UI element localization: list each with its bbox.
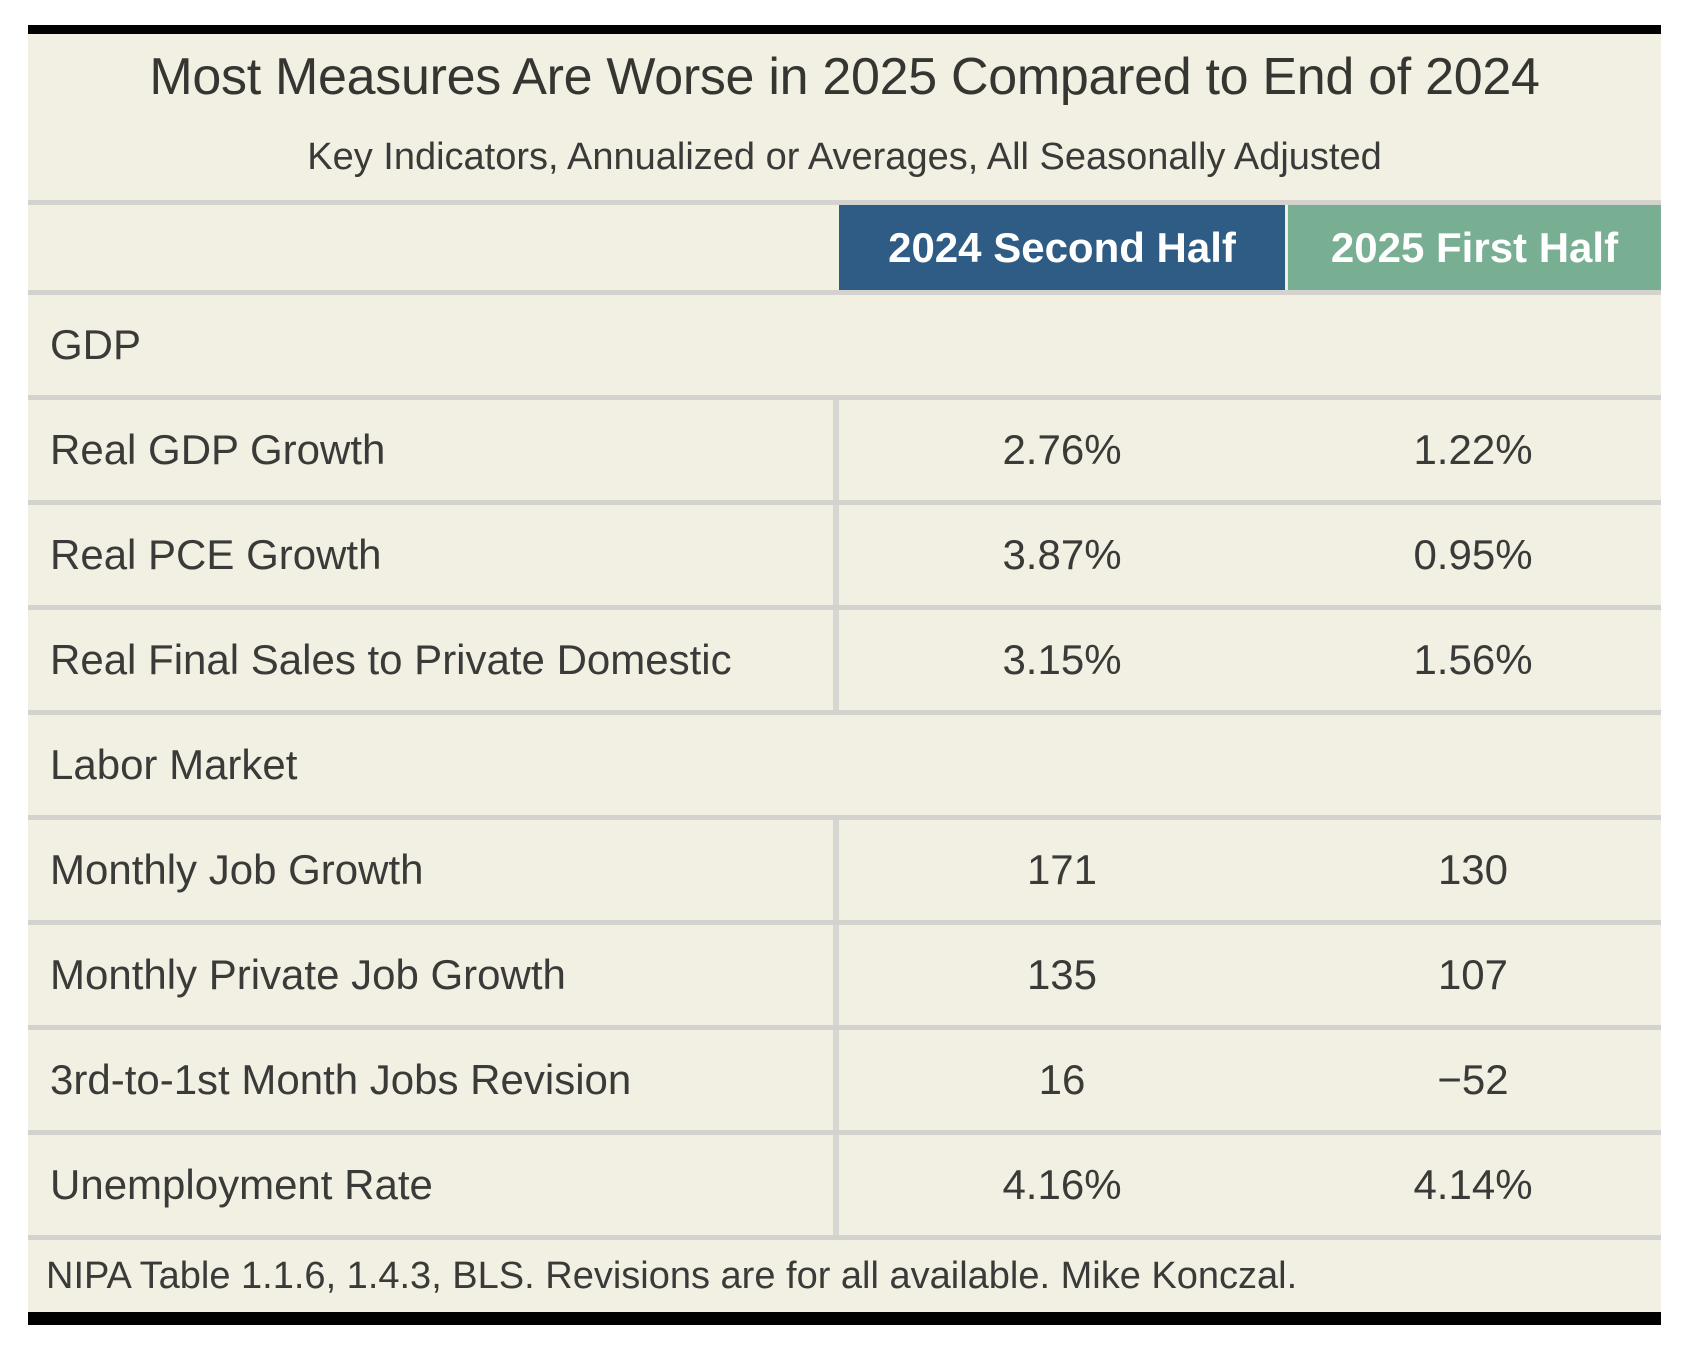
top-rule: [28, 25, 1661, 34]
value-2025-first-half: 130: [1437, 846, 1509, 893]
column-header-2024-second-half: 2024 Second Half: [839, 205, 1285, 290]
table-row: Real GDP Growth 2.76% 1.22%: [28, 400, 1661, 505]
column-divider: [833, 610, 839, 710]
section-header-row: GDP: [28, 295, 1661, 400]
column-divider: [833, 505, 839, 605]
bottom-rule: [28, 1312, 1661, 1325]
row-label: 3rd-to-1st Month Jobs Revision: [50, 1056, 632, 1103]
column-divider: [833, 820, 839, 920]
value-2024-second-half: 2.76%: [1002, 426, 1122, 473]
title-block: Most Measures Are Worse in 2025 Compared…: [28, 34, 1661, 200]
table-row: 3rd-to-1st Month Jobs Revision 16 −52: [28, 1030, 1661, 1135]
value-2025-first-half: 0.95%: [1413, 531, 1533, 578]
column-header-stub: [28, 205, 833, 290]
section-label: Labor Market: [50, 741, 298, 788]
column-divider: [833, 1135, 839, 1235]
table-row: Unemployment Rate 4.16% 4.14%: [28, 1135, 1661, 1240]
value-2025-first-half: 1.56%: [1413, 636, 1533, 683]
value-2024-second-half: 3.15%: [1002, 636, 1122, 683]
column-divider: [833, 1030, 839, 1130]
table-figure: Most Measures Are Worse in 2025 Compared…: [28, 25, 1661, 1325]
column-divider: [833, 925, 839, 1025]
column-divider: [833, 400, 839, 500]
row-label: Real GDP Growth: [50, 426, 386, 473]
chart-subtitle: Key Indicators, Annualized or Averages, …: [307, 136, 1382, 178]
value-2024-second-half: 16: [1038, 1056, 1086, 1103]
value-2025-first-half: −52: [1437, 1056, 1509, 1103]
table-card: Most Measures Are Worse in 2025 Compared…: [28, 34, 1661, 1312]
value-2024-second-half: 135: [1026, 951, 1098, 998]
row-label: Real Final Sales to Private Domestic: [50, 636, 732, 683]
row-label: Unemployment Rate: [50, 1161, 433, 1208]
row-label: Monthly Job Growth: [50, 846, 424, 893]
row-label: Real PCE Growth: [50, 531, 382, 578]
value-2025-first-half: 4.14%: [1413, 1161, 1533, 1208]
value-2025-first-half: 1.22%: [1413, 426, 1533, 473]
chart-title: Most Measures Are Worse in 2025 Compared…: [149, 48, 1540, 106]
column-header-row: 2024 Second Half 2025 First Half: [28, 200, 1661, 290]
source-note: NIPA Table 1.1.6, 1.4.3, BLS. Revisions …: [46, 1255, 1298, 1297]
section-label: GDP: [50, 321, 142, 368]
section-header-row: Labor Market: [28, 715, 1661, 820]
row-label: Monthly Private Job Growth: [50, 951, 566, 998]
column-header-2025-first-half: 2025 First Half: [1288, 205, 1661, 290]
value-2024-second-half: 4.16%: [1002, 1161, 1122, 1208]
table-row: Monthly Job Growth 171 130: [28, 820, 1661, 925]
table-row: Monthly Private Job Growth 135 107: [28, 925, 1661, 1030]
table-row: Real PCE Growth 3.87% 0.95%: [28, 505, 1661, 610]
value-2024-second-half: 171: [1026, 846, 1098, 893]
table-body: GDP Real GDP Growth 2.76% 1.22% Real PCE Gro…: [28, 290, 1661, 1240]
table-row: Real Final Sales to Private Domestic 3.15…: [28, 610, 1661, 715]
value-2025-first-half: 107: [1437, 951, 1509, 998]
value-2024-second-half: 3.87%: [1002, 531, 1122, 578]
